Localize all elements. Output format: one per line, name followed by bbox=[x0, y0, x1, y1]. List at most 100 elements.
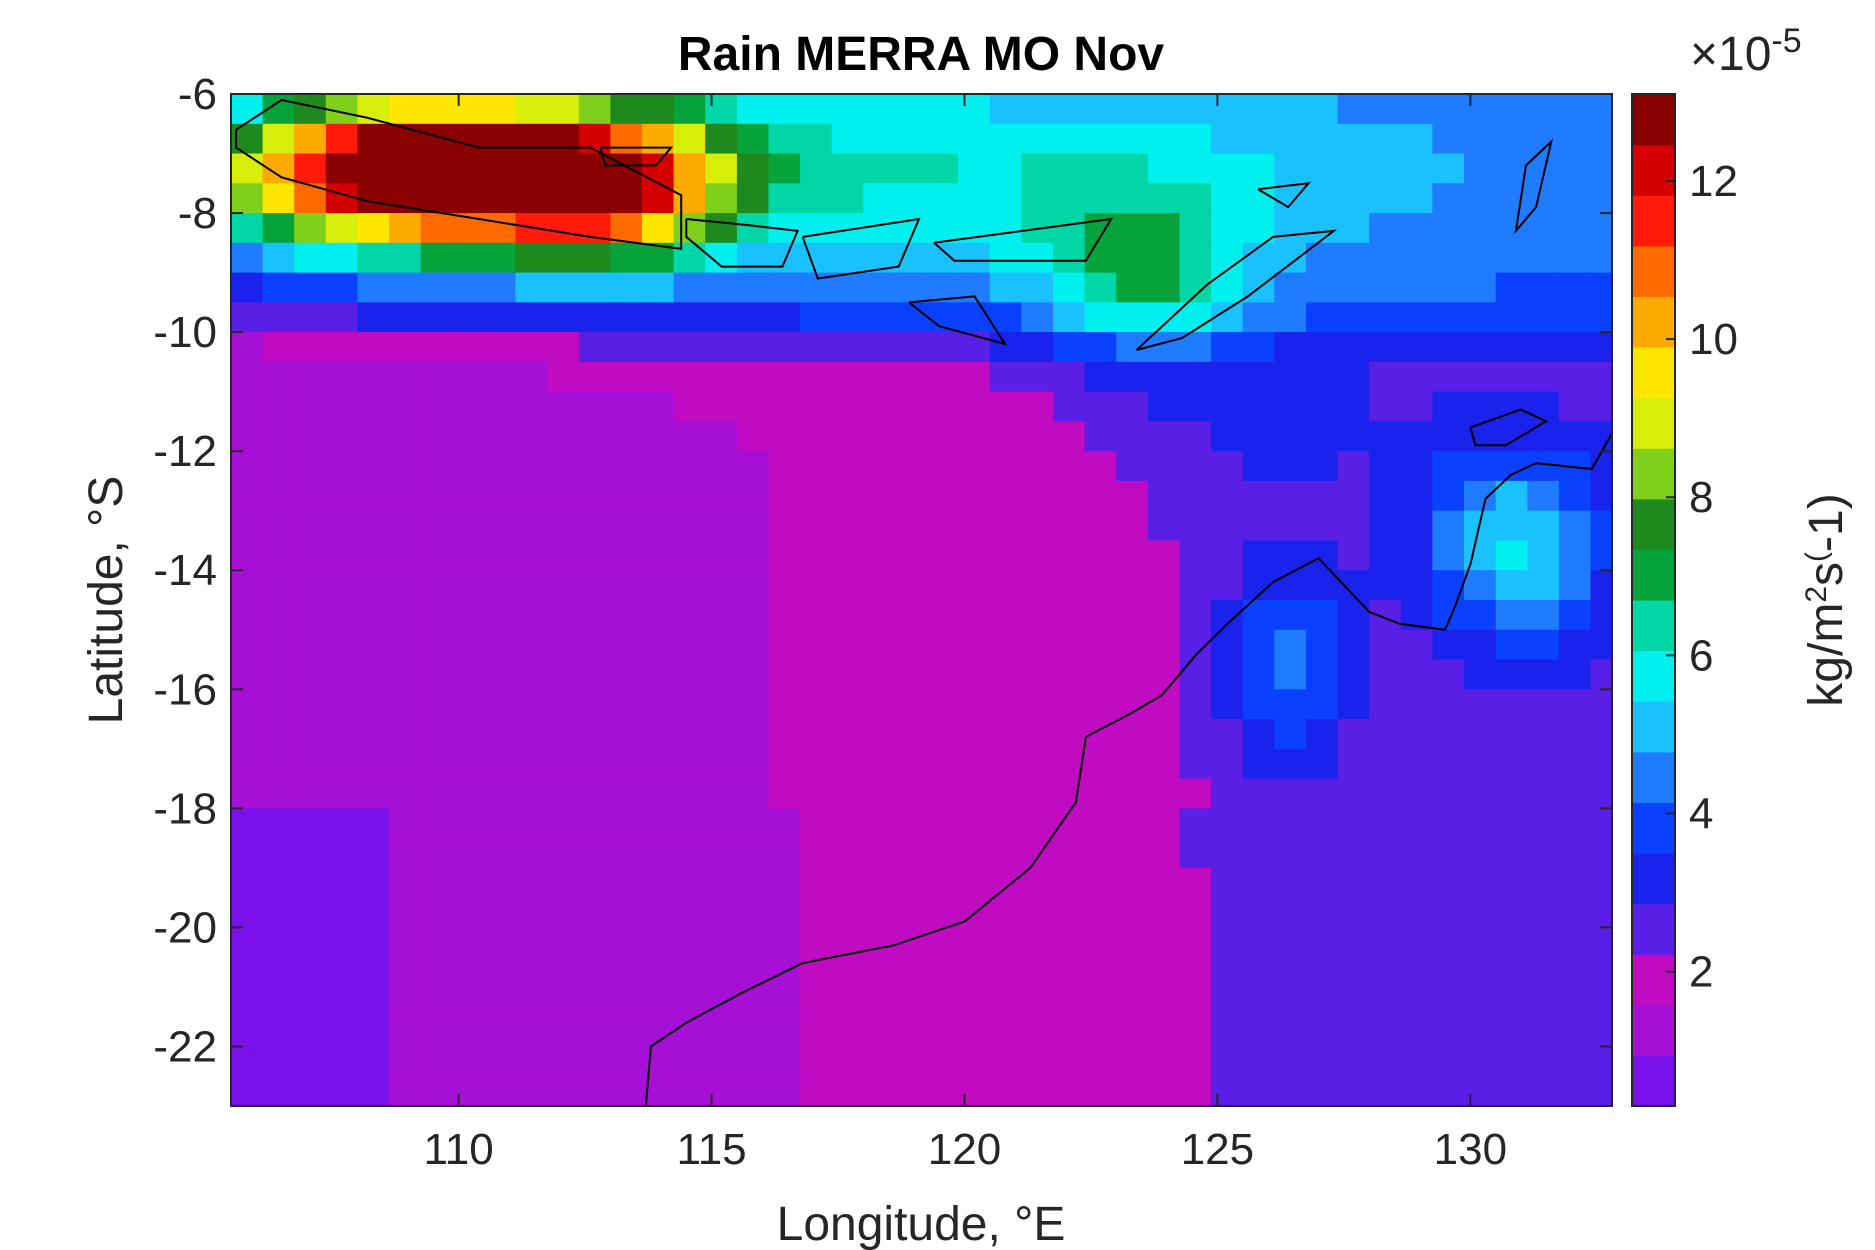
colorbar-swatch bbox=[1632, 751, 1675, 803]
heatmap-cell bbox=[673, 451, 706, 482]
heatmap-cell bbox=[736, 332, 770, 363]
heatmap-cell bbox=[389, 242, 422, 274]
y-tick-label: -8 bbox=[178, 189, 217, 238]
heatmap-cell bbox=[1495, 659, 1528, 690]
heatmap-cell bbox=[958, 719, 991, 750]
heatmap-cell bbox=[989, 867, 1022, 899]
heatmap-cell bbox=[1116, 689, 1149, 720]
heatmap-cell bbox=[800, 778, 833, 809]
heatmap-cell bbox=[958, 867, 991, 899]
heatmap-cell bbox=[926, 957, 959, 988]
heatmap-cell bbox=[578, 421, 611, 452]
heatmap-cell bbox=[926, 1076, 959, 1106]
heatmap-cell bbox=[1147, 719, 1181, 750]
heatmap-cell bbox=[547, 838, 580, 869]
heatmap-cell bbox=[673, 748, 706, 780]
heatmap-cell bbox=[1590, 570, 1612, 601]
heatmap-cell bbox=[357, 927, 390, 958]
heatmap-cell bbox=[357, 183, 390, 214]
heatmap-cell bbox=[610, 123, 643, 155]
heatmap-cell bbox=[1274, 570, 1307, 601]
heatmap-cell bbox=[578, 689, 611, 720]
heatmap-cell bbox=[1211, 213, 1244, 244]
heatmap-cell bbox=[1464, 272, 1497, 303]
heatmap-cell bbox=[1242, 659, 1275, 690]
heatmap-cell bbox=[294, 600, 327, 631]
heatmap-cell bbox=[894, 748, 928, 780]
coastline-wetar bbox=[1257, 182, 1311, 209]
heatmap-cell bbox=[1464, 302, 1497, 333]
heatmap-cell bbox=[1116, 659, 1149, 690]
heatmap-cell bbox=[1558, 480, 1592, 512]
heatmap-cell bbox=[389, 1076, 422, 1106]
heatmap-cell bbox=[831, 1016, 864, 1048]
heatmap-cell bbox=[357, 421, 390, 452]
heatmap-cell bbox=[578, 748, 611, 780]
heatmap-cell bbox=[452, 1046, 485, 1077]
heatmap-cell bbox=[642, 957, 675, 988]
heatmap-cell bbox=[515, 689, 548, 720]
heatmap-cell bbox=[1495, 629, 1528, 661]
heatmap-cell bbox=[231, 510, 264, 542]
heatmap-cell bbox=[578, 153, 611, 184]
heatmap-cell bbox=[578, 600, 611, 631]
heatmap-cell bbox=[578, 927, 611, 958]
heatmap-cell bbox=[1179, 1076, 1212, 1106]
heatmap-cell bbox=[610, 540, 643, 571]
heatmap-cell bbox=[294, 778, 327, 809]
heatmap-cell bbox=[610, 570, 643, 601]
heatmap-cell bbox=[1527, 421, 1560, 452]
heatmap-cell bbox=[1147, 123, 1181, 155]
heatmap-cell bbox=[705, 748, 738, 780]
chart-title: Rain MERRA MO Nov bbox=[678, 28, 1165, 81]
heatmap-cell bbox=[642, 302, 675, 333]
heatmap-cell bbox=[863, 1076, 896, 1106]
heatmap-cell bbox=[578, 332, 611, 363]
heatmap-cell bbox=[1400, 183, 1433, 214]
heatmap-cell bbox=[420, 897, 453, 928]
colorbar-swatch bbox=[1632, 1055, 1675, 1107]
heatmap-cell bbox=[1053, 1016, 1086, 1048]
heatmap-cell bbox=[231, 986, 264, 1018]
heatmap-cell bbox=[610, 778, 643, 809]
heatmap-cell bbox=[1369, 242, 1402, 274]
heatmap-cell bbox=[610, 421, 643, 452]
heatmap-cell bbox=[705, 94, 738, 125]
heatmap-cell bbox=[1147, 153, 1181, 184]
heatmap-cell bbox=[610, 927, 643, 958]
heatmap-cell bbox=[1053, 986, 1086, 1018]
heatmap-cell bbox=[1116, 213, 1149, 244]
heatmap-cell bbox=[642, 689, 675, 720]
heatmap-cell bbox=[1242, 540, 1275, 571]
heatmap-cell bbox=[642, 897, 675, 928]
heatmap-cell bbox=[1021, 957, 1054, 988]
coastline-tanimbar bbox=[1514, 138, 1554, 235]
heatmap-cell bbox=[736, 600, 770, 631]
heatmap-cell bbox=[1306, 213, 1339, 244]
heatmap-cell bbox=[958, 391, 991, 422]
heatmap-cell bbox=[1053, 421, 1086, 452]
heatmap-cell bbox=[325, 421, 358, 452]
heatmap-cell bbox=[1053, 242, 1086, 274]
heatmap-cell bbox=[1274, 719, 1307, 750]
heatmap-cell bbox=[420, 1016, 453, 1048]
heatmap-cell bbox=[768, 480, 801, 512]
heatmap-cell bbox=[989, 391, 1022, 422]
heatmap-cell bbox=[831, 808, 864, 839]
heatmap-cell bbox=[989, 957, 1022, 988]
heatmap-cell bbox=[1021, 480, 1054, 512]
heatmap-cell bbox=[325, 391, 358, 422]
heatmap-cell bbox=[294, 659, 327, 690]
heatmap-cell bbox=[768, 927, 801, 958]
heatmap-cell bbox=[989, 242, 1022, 274]
heatmap-cell bbox=[1084, 808, 1117, 839]
heatmap-cell bbox=[1400, 1046, 1433, 1077]
heatmap-cell bbox=[926, 540, 959, 571]
heatmap-cell bbox=[1400, 421, 1433, 452]
heatmap-cell bbox=[231, 302, 264, 333]
heatmap-cell bbox=[1084, 659, 1117, 690]
heatmap-cell bbox=[231, 451, 264, 482]
heatmap-cell bbox=[420, 272, 453, 303]
heatmap-cell bbox=[1147, 361, 1181, 393]
heatmap-cell bbox=[357, 332, 390, 363]
